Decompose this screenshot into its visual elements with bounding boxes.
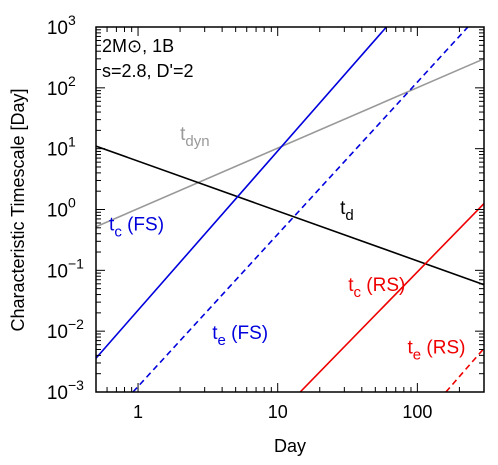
y-tick-exponent: 2 bbox=[68, 73, 76, 89]
y-tick-label: 10 bbox=[47, 261, 68, 282]
series-line-tefs bbox=[132, 27, 469, 392]
y-tick-exponent: 0 bbox=[68, 195, 76, 211]
annotation-line: 2M⊙, 1B bbox=[102, 36, 174, 56]
x-tick-label: 100 bbox=[402, 402, 432, 422]
y-tick-exponent: −1 bbox=[68, 255, 84, 271]
series-line-tdyn bbox=[96, 58, 484, 228]
series-layer bbox=[96, 27, 484, 392]
y-tick-exponent: 3 bbox=[68, 12, 76, 28]
y-tick-label: 10 bbox=[47, 383, 68, 404]
series-line-tcfs bbox=[96, 27, 388, 359]
series-label: tdyn bbox=[180, 124, 209, 150]
series-line-td bbox=[96, 145, 484, 286]
series-label: te (RS) bbox=[408, 337, 466, 363]
x-axis-label: Day bbox=[274, 436, 306, 456]
y-tick-label: 10 bbox=[47, 201, 68, 222]
x-tick-label: 10 bbox=[268, 402, 288, 422]
series-label: tc (FS) bbox=[109, 215, 164, 241]
y-tick-label: 10 bbox=[47, 18, 68, 39]
y-tick-label: 10 bbox=[47, 79, 68, 100]
y-axis-label: Characteristic Timescale [Day] bbox=[8, 88, 28, 331]
series-labels-layer: tdyn td tc (FS) te (FS) tc (RS) te (RS) bbox=[109, 124, 465, 364]
x-tick-label: 1 bbox=[133, 402, 143, 422]
series-label: te (FS) bbox=[212, 323, 268, 349]
series-line-tcrs bbox=[299, 203, 484, 392]
y-tick-exponent: −2 bbox=[68, 316, 84, 332]
annotation-line: s=2.8, D'=2 bbox=[102, 61, 194, 81]
ticks-layer: 10 −310 −210 −110 010 110 210 31 10 100 bbox=[47, 12, 485, 422]
y-tick-exponent: −3 bbox=[68, 377, 84, 393]
series-label: td bbox=[340, 198, 354, 224]
annotation: 2M⊙, 1B s=2.8, D'=2 bbox=[102, 36, 194, 81]
series-label: tc (RS) bbox=[348, 275, 405, 301]
y-tick-exponent: 1 bbox=[68, 134, 76, 150]
y-tick-label: 10 bbox=[47, 322, 68, 343]
y-tick-label: 10 bbox=[47, 140, 68, 161]
